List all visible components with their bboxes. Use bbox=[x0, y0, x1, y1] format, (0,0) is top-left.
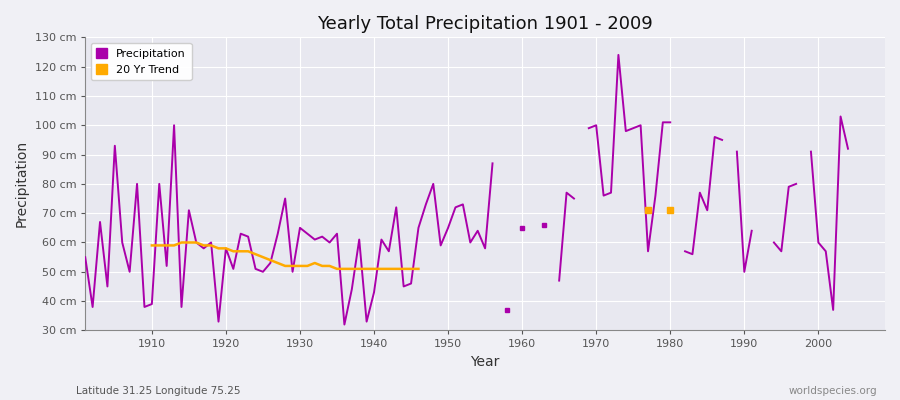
X-axis label: Year: Year bbox=[471, 355, 500, 369]
Text: Latitude 31.25 Longitude 75.25: Latitude 31.25 Longitude 75.25 bbox=[76, 386, 241, 396]
Legend: Precipitation, 20 Yr Trend: Precipitation, 20 Yr Trend bbox=[91, 43, 192, 80]
Text: worldspecies.org: worldspecies.org bbox=[789, 386, 877, 396]
Title: Yearly Total Precipitation 1901 - 2009: Yearly Total Precipitation 1901 - 2009 bbox=[317, 15, 653, 33]
Y-axis label: Precipitation: Precipitation bbox=[15, 140, 29, 228]
